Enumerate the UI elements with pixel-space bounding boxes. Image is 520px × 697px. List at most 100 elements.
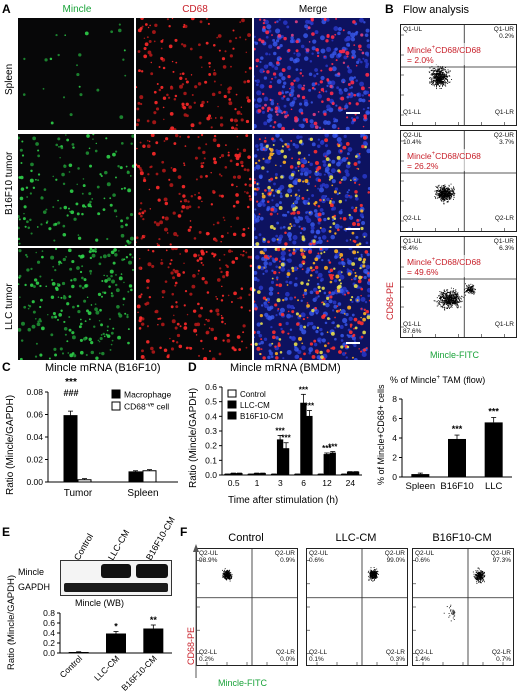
event-dot	[440, 73, 442, 75]
event-dot	[440, 304, 442, 306]
stain-dot	[176, 234, 179, 237]
event-dot	[451, 294, 453, 296]
blot-band-mincle-b16	[136, 564, 168, 578]
event-dot	[453, 292, 455, 294]
row-label-llc: LLC tumor	[4, 283, 15, 330]
stain-dot	[167, 266, 170, 269]
event-dot	[442, 78, 444, 80]
event-dot	[453, 187, 455, 189]
stain-dot	[78, 325, 82, 329]
event-dot	[440, 190, 442, 191]
event-dot	[438, 303, 440, 305]
event-dot	[449, 191, 451, 193]
event-dot	[471, 289, 473, 291]
event-dot	[453, 195, 454, 197]
nucleus	[318, 239, 323, 245]
stain-dot	[189, 220, 192, 222]
event-dot	[369, 572, 371, 574]
chart-d-ytick-label: 0.2	[205, 441, 217, 451]
event-dot	[451, 304, 453, 306]
stain-dot	[264, 137, 267, 139]
stain-dot	[160, 47, 163, 50]
event-dot	[226, 575, 228, 577]
event-dot	[439, 79, 440, 81]
stain-dot	[97, 212, 101, 216]
nucleus	[327, 259, 331, 262]
nucleus	[272, 38, 276, 42]
stain-dot	[18, 214, 20, 219]
stain-dot	[354, 326, 358, 330]
event-dot	[445, 71, 446, 73]
event-dot	[439, 70, 441, 72]
stain-dot	[162, 96, 167, 100]
nucleus	[326, 197, 330, 202]
event-dot	[448, 192, 450, 194]
event-dot	[224, 570, 226, 572]
stain-dot	[168, 178, 171, 181]
stain-dot	[30, 162, 34, 167]
event-dot	[454, 292, 456, 294]
stain-dot	[168, 25, 171, 28]
event-dot	[436, 80, 438, 82]
stain-dot	[30, 169, 33, 173]
event-dot	[449, 195, 451, 197]
panel-d-title: Mincle mRNA (BMDM)	[230, 362, 341, 374]
event-dot	[447, 302, 449, 303]
event-dot	[437, 185, 439, 187]
stain-dot	[143, 209, 147, 213]
stain-dot	[231, 260, 236, 264]
event-dot	[449, 306, 451, 308]
event-dot	[473, 573, 475, 575]
event-dot	[440, 195, 442, 197]
stain-dot	[208, 65, 211, 68]
stain-dot	[175, 61, 178, 64]
nucleus	[268, 343, 272, 347]
event-dot	[443, 190, 445, 192]
event-dot	[445, 197, 447, 199]
event-dot	[224, 573, 226, 575]
nucleus	[336, 192, 340, 196]
nucleus	[315, 330, 319, 334]
stain-dot	[293, 342, 298, 347]
stain-dot	[241, 253, 245, 257]
event-dot	[437, 80, 439, 82]
quadrant-ul-label: Q2-UL	[199, 550, 219, 557]
event-dot	[231, 578, 233, 579]
event-dot	[375, 571, 377, 573]
nucleus	[330, 234, 335, 240]
stain-dot	[258, 18, 262, 21]
stain-dot	[320, 88, 325, 92]
nucleus	[311, 194, 315, 197]
nucleus	[316, 72, 319, 76]
stain-dot	[65, 134, 67, 136]
chart-d-ytick-label: 0.1	[205, 455, 217, 465]
stain-dot	[306, 316, 309, 319]
stain-dot	[98, 352, 101, 355]
nucleus	[292, 240, 297, 245]
stain-dot	[62, 257, 66, 262]
panel-e-label: E	[2, 525, 11, 539]
nucleus	[274, 173, 278, 176]
event-dot	[470, 285, 472, 287]
nucleus	[265, 35, 269, 39]
stain-dot	[76, 212, 80, 216]
stain-dot	[81, 265, 84, 268]
stain-dot	[182, 271, 185, 274]
stain-dot	[185, 205, 190, 210]
stain-dot	[270, 177, 274, 181]
nucleus	[308, 347, 314, 352]
quadrant-ur-text: Q2-UR 0.9%	[275, 550, 295, 564]
event-dot	[439, 295, 441, 297]
nucleus	[281, 76, 286, 81]
event-dot	[371, 569, 372, 571]
panel-e-ylabel: Ratio (Mincle/GAPDH)	[6, 574, 17, 670]
event-dot	[441, 306, 443, 308]
event-dot	[447, 198, 449, 200]
event-dot	[435, 78, 437, 80]
stain-dot	[275, 164, 277, 167]
event-dot	[436, 79, 438, 81]
stain-dot	[144, 303, 148, 306]
event-dot	[456, 299, 457, 301]
stain-dot	[239, 296, 243, 300]
nucleus	[314, 296, 318, 300]
